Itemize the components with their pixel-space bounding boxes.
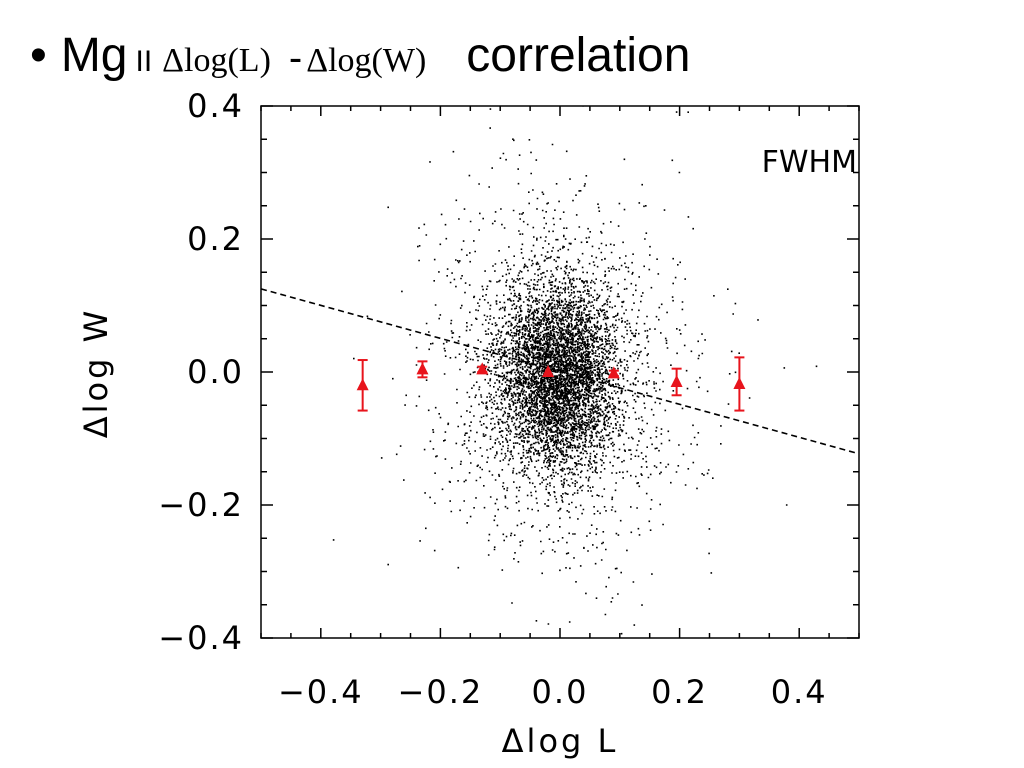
panel-annotation: FWHM xyxy=(762,145,857,180)
binned-marker xyxy=(356,378,369,391)
title-ion: II xyxy=(135,45,153,78)
binned-marker xyxy=(416,362,429,375)
y-tick-label: 0.4 xyxy=(187,87,244,125)
binned-point xyxy=(356,359,369,412)
y-axis-label: Δlog W xyxy=(77,308,115,438)
x-tick-label: −0.2 xyxy=(398,673,484,711)
binned-point xyxy=(733,356,746,412)
title-species: Mg xyxy=(60,29,128,82)
title-term-luminosity: Δlog(L) xyxy=(162,42,271,79)
binned-point xyxy=(476,362,489,375)
bullet: • xyxy=(30,29,47,82)
binned-point xyxy=(670,367,683,397)
binned-marker xyxy=(476,362,489,375)
scatter-points xyxy=(332,106,818,635)
binned-point xyxy=(542,365,555,377)
x-tick-label: 0.2 xyxy=(651,673,708,711)
y-tick-label: −0.4 xyxy=(158,619,244,657)
binned-point xyxy=(416,360,429,379)
title-suffix: correlation xyxy=(466,29,691,82)
x-tick-label: 0.0 xyxy=(532,673,589,711)
y-tick-label: 0.2 xyxy=(187,220,244,258)
y-tick-labels: −0.4 −0.2 0.0 0.2 0.4 xyxy=(158,87,244,657)
title-separator: - xyxy=(288,36,303,80)
scatter-point xyxy=(332,106,818,635)
x-axis-label: Δlog L xyxy=(502,722,619,760)
x-tick-labels: −0.4 −0.2 0.0 0.2 0.4 xyxy=(278,673,828,711)
binned-marker xyxy=(607,366,620,379)
axis-ticks xyxy=(260,105,860,639)
y-tick-label: −0.2 xyxy=(158,486,244,524)
slide-title: • Mg II Δlog(L) - Δlog(W) correlation xyxy=(30,28,690,83)
binned-marker xyxy=(542,365,555,377)
binned-marker xyxy=(670,374,683,387)
x-tick-label: 0.4 xyxy=(771,673,828,711)
fit-line xyxy=(261,288,859,455)
binned-means xyxy=(356,356,746,412)
binned-point xyxy=(607,366,620,379)
title-term-width: Δlog(W) xyxy=(306,42,427,79)
binned-marker xyxy=(733,376,746,389)
x-tick-label: −0.4 xyxy=(278,673,364,711)
y-tick-label: 0.0 xyxy=(187,353,244,391)
